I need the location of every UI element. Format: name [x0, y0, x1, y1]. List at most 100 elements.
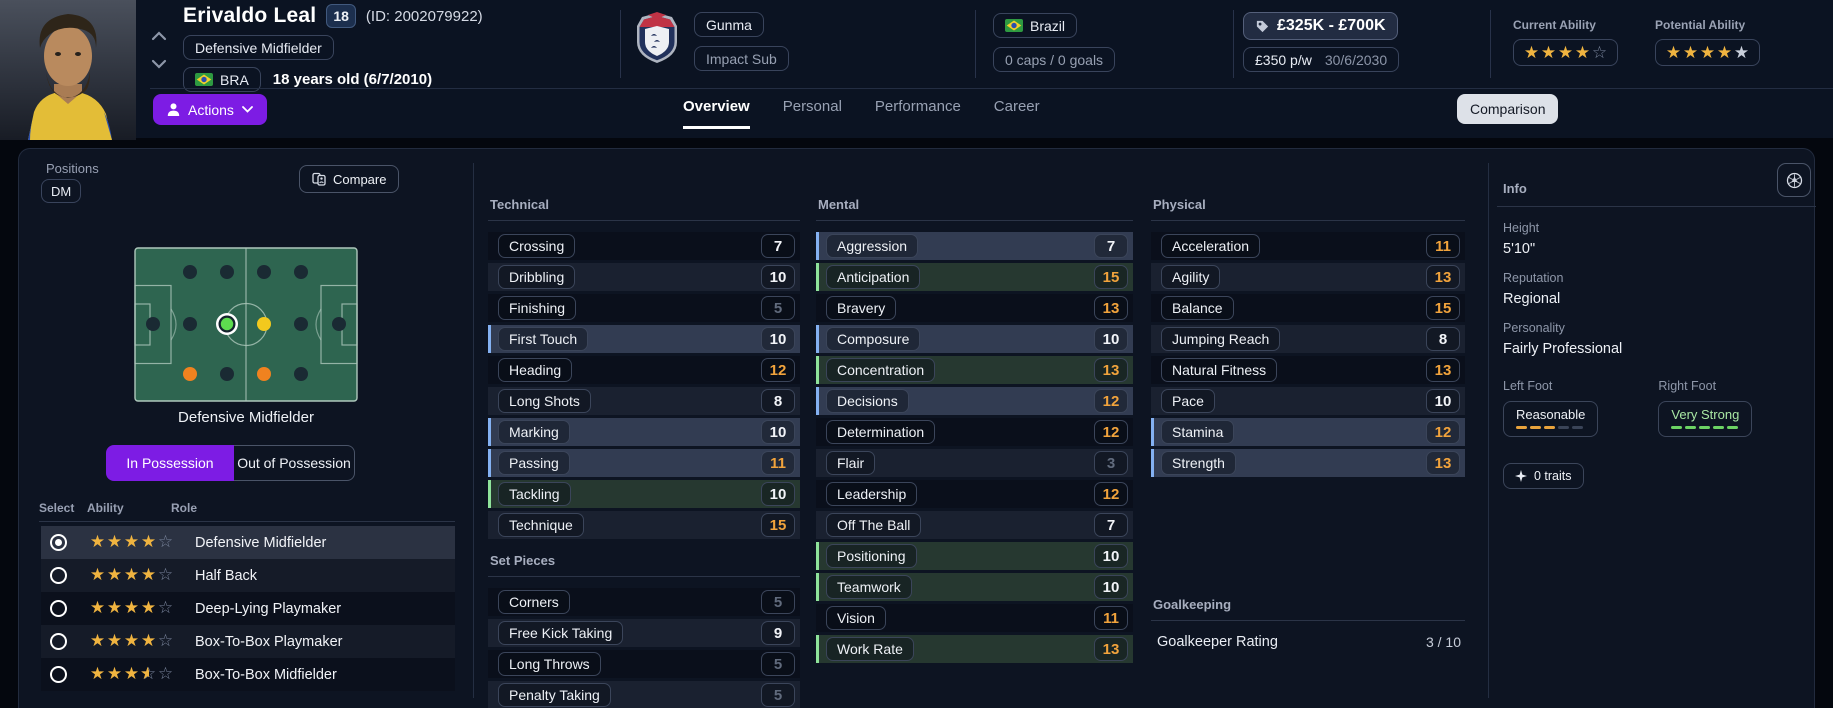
roles-table-rule: [39, 521, 455, 522]
club-name-pill[interactable]: Gunma: [694, 12, 764, 37]
role-radio[interactable]: [50, 666, 67, 683]
foot-strength-segment: [1544, 426, 1555, 429]
star-gold-icon: ★: [1557, 43, 1574, 62]
role-radio[interactable]: [50, 600, 67, 617]
attribute-row: Aggression 7: [816, 232, 1133, 260]
star-gold-icon: ★: [106, 565, 123, 584]
height-label: Height: [1503, 221, 1540, 235]
info-section: Info Height 5'10" Reputation Regional Pe…: [1497, 149, 1816, 708]
technical-title: Technical: [490, 197, 550, 212]
role-row[interactable]: ★ ★ ★ ☆ ★ ☆ Box-To-Box Midfielder: [41, 658, 455, 691]
star-empty-icon: ☆: [157, 565, 174, 584]
attribute-name: Anticipation: [826, 265, 921, 289]
pitch-dot-none: [220, 265, 234, 279]
tab-performance[interactable]: Performance: [875, 98, 961, 127]
role-ability-stars: ★ ★ ★ ★ ☆: [89, 599, 179, 618]
role-row[interactable]: ★ ★ ★ ★ ☆ Deep-Lying Playmaker: [41, 592, 455, 625]
green-key-attribute-bar: [816, 542, 819, 570]
attribute-value: 11: [1426, 234, 1460, 258]
green-key-attribute-bar: [816, 635, 819, 663]
wage: £350 p/w: [1255, 51, 1312, 68]
attribute-name: Technique: [498, 513, 584, 537]
pitch-dot-none: [183, 265, 197, 279]
chevron-down-button[interactable]: [146, 54, 172, 74]
mental-attributes: Aggression 7 Anticipation 15 Bravery 13 Compos…: [816, 232, 1133, 663]
chevron-up-button[interactable]: [146, 26, 172, 46]
tab-personal[interactable]: Personal: [783, 98, 842, 127]
sparkle-icon: [1515, 470, 1527, 482]
pitch-dot-unconvincing: [257, 367, 271, 381]
club-crest-icon: [637, 12, 677, 63]
attribute-name: Positioning: [826, 544, 917, 568]
attribute-row: Passing 11: [488, 449, 800, 477]
club-section: Gunma Impact Sub: [634, 12, 789, 71]
position-pill: Defensive Midfielder: [183, 35, 334, 60]
attribute-row: Agility 13: [1151, 263, 1465, 291]
physical-attributes: Acceleration 11 Agility 13 Balance 15 Jumping …: [1151, 232, 1465, 477]
star-gold-icon: ★: [123, 664, 140, 683]
potential-ability-label: Potential Ability: [1655, 18, 1746, 32]
price-tag-icon: [1256, 20, 1269, 32]
left-foot-value: Reasonable: [1516, 407, 1586, 422]
roles-table-header: Select Ability Role: [39, 501, 455, 515]
squad-number-badge: 18: [326, 4, 356, 28]
star-empty-icon: ☆: [157, 598, 174, 617]
blue-key-attribute-bar: [488, 449, 491, 477]
attribute-value: 13: [1426, 358, 1460, 382]
positions-section: Positions DM Compare: [19, 149, 473, 708]
role-radio[interactable]: [50, 633, 67, 650]
potential-ability-stars: ★ ★ ★ ★ ★: [1655, 39, 1760, 66]
attribute-name: Bravery: [826, 296, 897, 320]
star-gold-icon: ★: [1716, 43, 1733, 62]
comparison-button[interactable]: Comparison: [1457, 94, 1559, 124]
attribute-row: Balance 15: [1151, 294, 1465, 322]
goalkeeper-rating-value: 3 / 10: [1425, 634, 1461, 650]
goalkeeping-title: Goalkeeping: [1153, 597, 1232, 612]
attribute-name: Penalty Taking: [498, 683, 611, 707]
radar-chart-icon: [1786, 172, 1802, 188]
foot-strength-segment: [1713, 426, 1725, 429]
technical-attributes: Crossing 7 Dribbling 10 Finishing 5 First Touc…: [488, 232, 800, 539]
role-row[interactable]: ★ ★ ★ ★ ☆ Half Back: [41, 559, 455, 592]
role-ability-stars: ★ ★ ★ ★ ☆: [89, 533, 179, 552]
pitch-dot-none: [294, 317, 308, 331]
attribute-value: 10: [761, 265, 795, 289]
attribute-row: Jumping Reach 8: [1151, 325, 1465, 353]
attribute-value: 12: [1094, 389, 1128, 413]
height-value: 5'10": [1503, 241, 1536, 257]
star-empty-icon: ☆: [157, 631, 174, 650]
nation-pill[interactable]: Brazil: [993, 13, 1078, 38]
attribute-value: 15: [761, 513, 795, 537]
brazil-flag-icon: [195, 73, 213, 86]
foot-strength-segment: [1671, 426, 1683, 429]
analysis-radar-button[interactable]: [1777, 163, 1811, 197]
tab-career[interactable]: Career: [994, 98, 1040, 127]
actions-label: Actions: [188, 101, 234, 118]
in-possession-button[interactable]: In Possession: [106, 445, 234, 481]
pitch-dot-none: [294, 265, 308, 279]
out-of-possession-button[interactable]: Out of Possession: [234, 445, 355, 481]
attribute-row: Pace 10: [1151, 387, 1465, 415]
role-column-header: Role: [171, 501, 198, 515]
pitch-dot-unconvincing: [183, 367, 197, 381]
compare-button[interactable]: Compare: [299, 165, 400, 193]
green-key-attribute-bar: [488, 480, 491, 508]
attribute-name: Natural Fitness: [1161, 358, 1278, 382]
star-gold-icon: ★: [123, 565, 140, 584]
blue-key-attribute-bar: [1151, 418, 1154, 446]
actions-button[interactable]: Actions: [153, 94, 267, 125]
current-ability-stars: ★ ★ ★ ★ ☆: [1513, 39, 1618, 66]
role-radio-selected[interactable]: [50, 534, 67, 551]
attribute-name: Long Shots: [498, 389, 591, 413]
star-gold-icon: ★: [1699, 43, 1716, 62]
tab-overview[interactable]: Overview: [683, 98, 750, 129]
role-row[interactable]: ★ ★ ★ ★ ☆ Box-To-Box Playmaker: [41, 625, 455, 658]
role-row[interactable]: ★ ★ ★ ★ ☆ Defensive Midfielder: [41, 526, 455, 559]
mental-title: Mental: [818, 197, 860, 212]
attribute-value: 10: [1426, 389, 1460, 413]
attribute-row: Stamina 12: [1151, 418, 1465, 446]
nationality-code: BRA: [220, 71, 249, 88]
attribute-value: 5: [761, 296, 795, 320]
role-radio[interactable]: [50, 567, 67, 584]
attribute-value: 11: [1094, 606, 1128, 630]
